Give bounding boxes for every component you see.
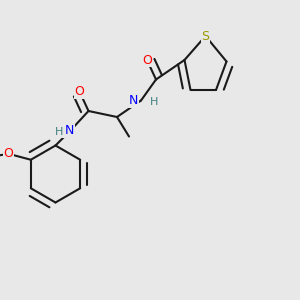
Text: N: N: [129, 94, 138, 107]
Text: O: O: [142, 53, 152, 67]
Text: N: N: [65, 124, 74, 137]
Text: H: H: [55, 127, 63, 137]
Text: S: S: [202, 29, 209, 43]
Text: H: H: [150, 97, 159, 107]
Text: O: O: [75, 85, 84, 98]
Text: O: O: [3, 147, 13, 160]
